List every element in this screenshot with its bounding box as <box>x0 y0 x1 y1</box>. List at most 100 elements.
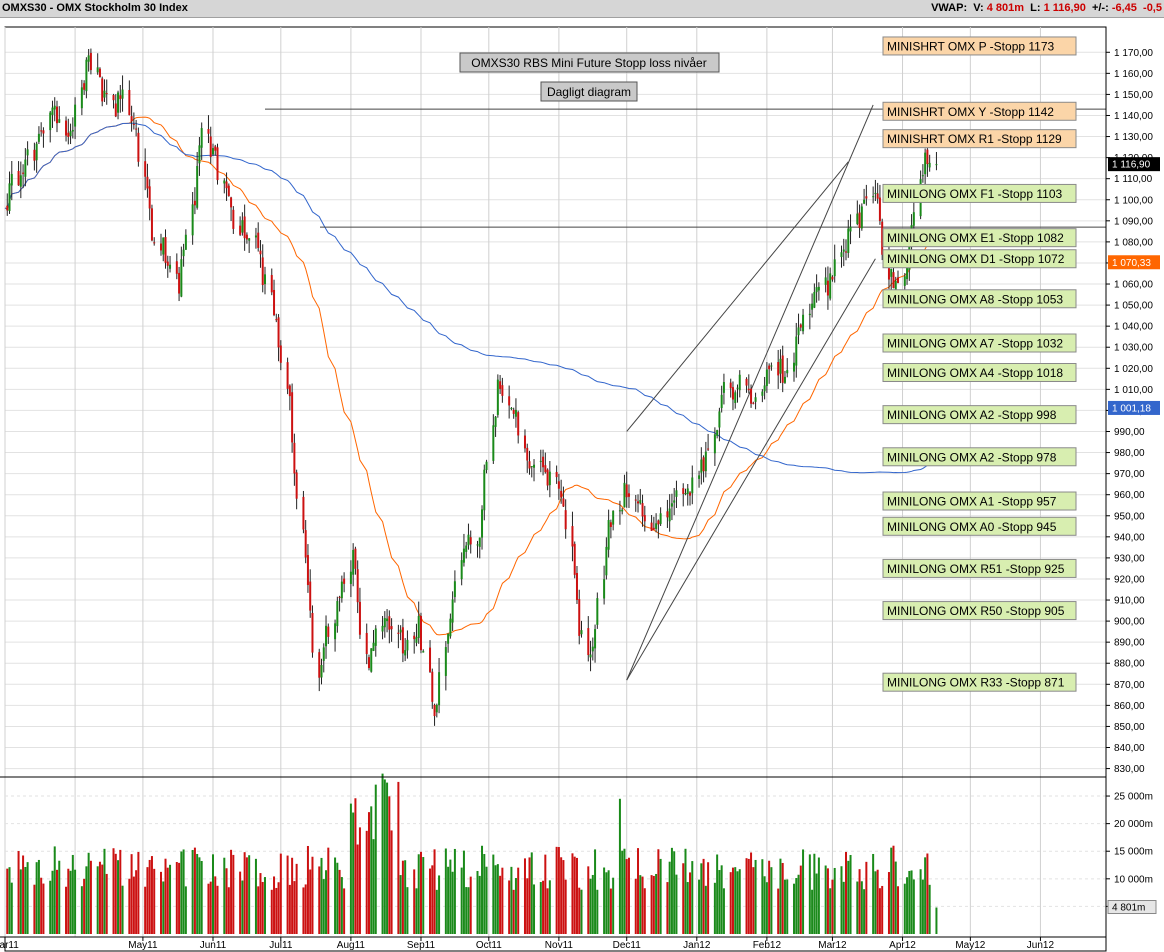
volume-bar <box>433 849 436 934</box>
volume-tick-label: 10 000m <box>1114 874 1153 885</box>
y-tick-label: 950,00 <box>1114 511 1145 522</box>
volume-bar <box>293 881 296 934</box>
volume-bar <box>462 850 465 934</box>
candle-body <box>863 199 866 204</box>
candle-body <box>367 657 370 669</box>
volume-bar <box>808 854 811 934</box>
y-tick-label: 970,00 <box>1114 469 1145 480</box>
candle-body <box>623 482 626 508</box>
stop-level-box <box>882 672 1077 692</box>
stop-level-1032: MINILONG OMX A7 -Stopp 1032 <box>882 333 1077 353</box>
volume-bar <box>65 886 68 934</box>
volume-bar <box>243 852 246 934</box>
y-tick-label: 890,00 <box>1114 638 1145 649</box>
candle-body <box>128 90 131 116</box>
candle-body <box>24 159 27 177</box>
volume-bar <box>745 858 748 934</box>
candle-body <box>817 286 820 291</box>
y-tick-label: 1 100,00 <box>1114 195 1153 206</box>
volume-bar <box>85 866 88 934</box>
candle-body <box>906 266 909 280</box>
volume-bar <box>435 889 438 934</box>
candle-body <box>689 492 692 496</box>
volume-bar <box>322 879 325 934</box>
volume-bar <box>856 881 859 934</box>
candle-body <box>824 277 827 285</box>
volume-bar <box>465 887 468 934</box>
candle-body <box>386 618 389 622</box>
volume-bar <box>196 853 199 934</box>
candle-body <box>144 161 147 177</box>
candle-body <box>659 513 662 524</box>
candle-body <box>17 170 20 186</box>
volume-bar <box>704 885 707 934</box>
candle-body <box>270 275 273 293</box>
volume-bar <box>842 881 845 934</box>
candle-body <box>200 128 203 148</box>
volume-bar <box>887 872 890 934</box>
candle-body <box>245 234 248 240</box>
candle-body <box>83 83 86 90</box>
volume-bar <box>431 865 434 934</box>
stop-level-label: MINILONG OMX A4 -Stopp 1018 <box>887 366 1063 380</box>
candle-body <box>903 276 906 286</box>
candle-body <box>878 197 881 222</box>
volume-bar <box>494 865 497 934</box>
volume-bar <box>481 845 484 934</box>
volume-bar <box>214 876 217 934</box>
volume-bar <box>890 847 893 934</box>
candle-body <box>928 162 931 168</box>
candle-body <box>808 313 811 316</box>
stop-level-box <box>882 183 1077 203</box>
candle-body <box>112 95 115 101</box>
candle-body <box>609 522 612 528</box>
volume-bar <box>747 858 750 934</box>
volume-bar <box>607 870 610 934</box>
candle-body <box>374 628 377 646</box>
candle-body <box>777 362 780 376</box>
volume-bar <box>263 877 266 934</box>
candle-body <box>573 543 576 575</box>
candle-body <box>306 555 309 586</box>
y-tick-label: 1 040,00 <box>1114 322 1153 333</box>
volume-bar <box>872 853 875 934</box>
volume-bar <box>438 875 441 934</box>
volume-bar <box>813 853 816 934</box>
candle-body <box>510 408 513 410</box>
candle-body <box>322 647 325 661</box>
volume-bar <box>288 884 291 934</box>
volume-bar <box>845 851 848 934</box>
volume-bar <box>833 867 836 934</box>
candle-body <box>682 488 685 494</box>
volume-bar <box>71 854 74 934</box>
candle-body <box>180 259 183 297</box>
volume-bar <box>707 862 710 934</box>
volume-bar <box>793 883 796 934</box>
volume-bar <box>539 882 542 934</box>
candle-body <box>874 192 877 194</box>
x-tick-label: Oct11 <box>476 940 502 951</box>
candle-body <box>383 618 386 628</box>
volume-bar <box>621 850 624 934</box>
candle-body <box>575 572 578 600</box>
candle-body <box>546 469 549 486</box>
volume-bar <box>358 827 361 934</box>
candle-body <box>53 105 56 110</box>
candle-body <box>451 599 454 623</box>
candle-body <box>320 664 323 678</box>
volume-bar <box>374 784 377 934</box>
candle-body <box>55 106 58 124</box>
candle-body <box>148 186 151 209</box>
volume-bar <box>128 878 131 934</box>
volume-bar <box>578 887 581 934</box>
candle-body <box>248 238 251 241</box>
candle-body <box>935 164 938 166</box>
stop-level-label: MINISHRT OMX Y -Stopp 1142 <box>887 105 1054 119</box>
candle-body <box>51 107 54 115</box>
stop-level-1142: MINISHRT OMX Y -Stopp 1142 <box>882 101 1077 121</box>
candle-body <box>786 370 789 374</box>
volume-bar <box>254 858 257 934</box>
volume-bar <box>135 870 138 934</box>
candle-body <box>652 527 655 530</box>
volume-bar <box>754 859 757 934</box>
